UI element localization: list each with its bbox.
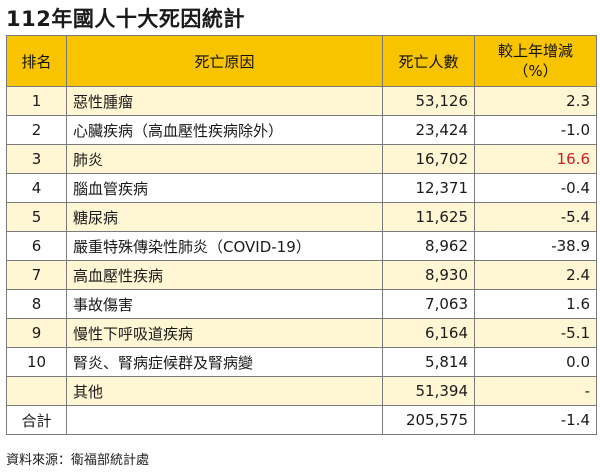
deaths-cell: 5,814 xyxy=(382,347,475,377)
deaths-cell: 16,702 xyxy=(382,144,475,174)
total-label: 合計 xyxy=(6,405,67,435)
table-body: 1 惡性腫瘤 53,126 2.3 2 心臟疾病（高血壓性疾病除外） 23,424 -1.0 3… xyxy=(6,86,597,406)
table-footer: 合計 205,575 -1.4 xyxy=(6,405,597,435)
change-cell: -1.0 xyxy=(474,115,597,145)
cause-cell: 慢性下呼吸道疾病 xyxy=(66,318,383,348)
header-cause: 死亡原因 xyxy=(66,35,383,87)
deaths-cell: 8,930 xyxy=(382,260,475,290)
rank-cell: 5 xyxy=(6,202,67,232)
change-cell: - xyxy=(474,376,597,406)
change-cell: 2.4 xyxy=(474,260,597,290)
cause-cell: 肺炎 xyxy=(66,144,383,174)
rank-cell xyxy=(6,376,67,406)
rank-cell: 10 xyxy=(6,347,67,377)
source-note: 資料來源：衛福部統計處 xyxy=(6,453,150,468)
table-row: 5 糖尿病 11,625 -5.4 xyxy=(6,202,597,232)
cause-cell: 事故傷害 xyxy=(66,289,383,319)
table-row: 1 惡性腫瘤 53,126 2.3 xyxy=(6,86,597,116)
table-row: 6 嚴重特殊傳染性肺炎（COVID-19） 8,962 -38.9 xyxy=(6,231,597,261)
change-cell: 1.6 xyxy=(474,289,597,319)
change-cell: -0.4 xyxy=(474,173,597,203)
cause-cell: 腎炎、腎病症候群及腎病變 xyxy=(66,347,383,377)
deaths-cell: 53,126 xyxy=(382,86,475,116)
cause-cell: 嚴重特殊傳染性肺炎（COVID-19） xyxy=(66,231,383,261)
deaths-cell: 11,625 xyxy=(382,202,475,232)
table-row: 4 腦血管疾病 12,371 -0.4 xyxy=(6,173,597,203)
rank-cell: 7 xyxy=(6,260,67,290)
change-cell: 16.6 xyxy=(474,144,597,174)
table-row: 10 腎炎、腎病症候群及腎病變 5,814 0.0 xyxy=(6,347,597,377)
header-row: 排名 死亡原因 死亡人數 較上年增減 （%） xyxy=(6,35,597,87)
death-causes-table: 排名 死亡原因 死亡人數 較上年增減 （%） 1 惡性腫瘤 53,126 2.3 2 心臟… xyxy=(6,35,597,435)
table-row: 9 慢性下呼吸道疾病 6,164 -5.1 xyxy=(6,318,597,348)
deaths-cell: 8,962 xyxy=(382,231,475,261)
total-cause-cell xyxy=(66,405,383,435)
change-cell: -38.9 xyxy=(474,231,597,261)
deaths-cell: 6,164 xyxy=(382,318,475,348)
cause-cell: 惡性腫瘤 xyxy=(66,86,383,116)
rank-cell: 9 xyxy=(6,318,67,348)
total-deaths: 205,575 xyxy=(382,405,475,435)
change-cell: -5.4 xyxy=(474,202,597,232)
deaths-cell: 23,424 xyxy=(382,115,475,145)
rank-cell: 4 xyxy=(6,173,67,203)
cause-cell: 高血壓性疾病 xyxy=(66,260,383,290)
deaths-cell: 12,371 xyxy=(382,173,475,203)
rank-cell: 1 xyxy=(6,86,67,116)
header-change: 較上年增減 （%） xyxy=(474,35,597,87)
cause-cell: 其他 xyxy=(66,376,383,406)
table-header: 排名 死亡原因 死亡人數 較上年增減 （%） xyxy=(6,35,597,87)
header-deaths: 死亡人數 xyxy=(382,35,475,87)
cause-cell: 糖尿病 xyxy=(66,202,383,232)
table-row: 其他 51,394- xyxy=(6,376,597,406)
rank-cell: 8 xyxy=(6,289,67,319)
total-change: -1.4 xyxy=(474,405,597,435)
cause-cell: 心臟疾病（高血壓性疾病除外） xyxy=(66,115,383,145)
table-row: 2 心臟疾病（高血壓性疾病除外） 23,424 -1.0 xyxy=(6,115,597,145)
table-row: 8 事故傷害 7,063 1.6 xyxy=(6,289,597,319)
cause-cell: 腦血管疾病 xyxy=(66,173,383,203)
header-rank: 排名 xyxy=(6,35,67,87)
table-row: 7 高血壓性疾病 8,930 2.4 xyxy=(6,260,597,290)
deaths-cell: 7,063 xyxy=(382,289,475,319)
deaths-cell: 51,394 xyxy=(382,376,475,406)
change-cell: -5.1 xyxy=(474,318,597,348)
rank-cell: 6 xyxy=(6,231,67,261)
table-row: 3 肺炎 16,702 16.6 xyxy=(6,144,597,174)
change-cell: 2.3 xyxy=(474,86,597,116)
header-change-line2: （%） xyxy=(513,62,558,80)
page-title: 112年國人十大死因統計 xyxy=(6,7,245,31)
rank-cell: 3 xyxy=(6,144,67,174)
total-row: 合計 205,575 -1.4 xyxy=(6,405,597,435)
change-cell: 0.0 xyxy=(474,347,597,377)
header-change-line1: 較上年增減 xyxy=(497,42,573,60)
rank-cell: 2 xyxy=(6,115,67,145)
